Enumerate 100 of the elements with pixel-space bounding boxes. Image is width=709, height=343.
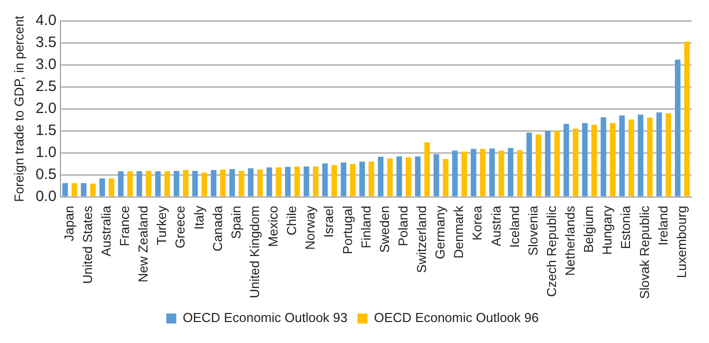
bar [470, 148, 476, 196]
x-tick-label: United Kingdom [246, 206, 262, 298]
bar [127, 171, 133, 196]
bar [517, 150, 523, 196]
bar [136, 171, 142, 196]
bar [164, 171, 170, 196]
bar [72, 183, 78, 196]
bar [276, 167, 282, 196]
x-tick-label: Greece [172, 206, 188, 248]
bar [312, 166, 318, 196]
x-tick-label: Chile [284, 206, 300, 236]
bar [340, 162, 346, 196]
bar [452, 150, 458, 196]
bar [220, 170, 226, 196]
x-tick-label: France [117, 206, 132, 246]
x-tick-label: Austria [488, 205, 504, 246]
bar [610, 122, 616, 196]
y-tick-label: 3.5 [36, 34, 56, 52]
x-tick-label: United States [80, 205, 95, 284]
x-tick-label: Denmark [451, 205, 466, 259]
bar [638, 114, 644, 196]
bar [415, 156, 421, 196]
bar [498, 150, 504, 196]
bar [582, 122, 588, 196]
bar [378, 156, 384, 196]
bar [182, 170, 189, 196]
bar [192, 170, 198, 196]
bar [155, 171, 161, 196]
bar [229, 169, 235, 196]
x-tick-label: Luxembourg [674, 206, 689, 278]
bar [118, 171, 124, 196]
x-tick-label: Belgium [581, 206, 596, 253]
bar [238, 170, 244, 196]
x-tick-label: Australia [98, 205, 114, 256]
x-tick-label: Mexico [266, 206, 281, 247]
x-tick-label: Israel [321, 206, 336, 238]
x-tick-label: Estonia [618, 205, 634, 250]
bar [108, 178, 114, 196]
x-tick-label: Germany [432, 205, 448, 260]
x-tick-label: Korea [470, 205, 485, 240]
bar [210, 170, 216, 196]
bar [387, 158, 393, 196]
bar [174, 170, 180, 196]
bar [461, 152, 467, 196]
bar [508, 148, 514, 196]
y-axis-title: Foreign trade to GDP, in percent [11, 15, 26, 202]
x-tick-label: Turkey [154, 205, 170, 246]
y-tick-label: 4.0 [36, 12, 56, 30]
bar [396, 156, 402, 196]
bar [489, 148, 495, 196]
x-tick-label: Ireland [655, 206, 670, 246]
bar [99, 178, 106, 196]
x-tick-label: Japan [61, 206, 76, 242]
bar [146, 170, 152, 196]
y-tick-label: 0.5 [36, 166, 56, 183]
bar [406, 157, 412, 196]
bar [564, 124, 570, 196]
x-tick-label: Norway [302, 205, 318, 250]
x-tick-label: Poland [395, 206, 410, 246]
bar [80, 183, 86, 196]
x-tick-label: Switzerland [414, 206, 430, 273]
bar [322, 163, 328, 196]
bar [674, 60, 680, 196]
x-tick-label: Portugal [340, 206, 355, 254]
bar [202, 172, 208, 196]
bar [526, 132, 532, 196]
bar [647, 118, 653, 196]
x-tick-label: Finland [358, 206, 374, 248]
y-tick-label: 1.5 [36, 122, 56, 140]
bar [62, 183, 68, 196]
bar [434, 154, 440, 196]
x-tick-label: Sweden [376, 206, 392, 253]
x-tick-label: Iceland [506, 206, 522, 248]
x-tick-label: Spain [228, 206, 244, 240]
bar [442, 158, 448, 196]
bar [480, 148, 486, 196]
bar [266, 167, 272, 196]
bar [257, 170, 263, 196]
y-tick-label: 3.0 [36, 56, 56, 74]
bar [359, 162, 365, 196]
bar [294, 166, 300, 196]
bar [304, 166, 310, 196]
bar [619, 115, 625, 196]
bar [248, 168, 254, 196]
bar [684, 42, 690, 196]
legend-label: OECD Economic Outlook 96 [374, 310, 539, 326]
bar [572, 128, 578, 196]
y-tick-label: 2.0 [36, 100, 56, 118]
y-tick-label: 2.5 [36, 78, 56, 96]
bar [544, 130, 551, 196]
bar [656, 112, 662, 196]
x-tick-label: Italy [191, 205, 206, 230]
y-tick-label: 1.0 [36, 144, 56, 161]
bar [600, 117, 606, 196]
x-tick-label: Czech Republic [544, 205, 559, 297]
bar [554, 130, 560, 196]
y-tick-label: 0.0 [36, 188, 56, 205]
x-tick-label: New Zealand [136, 206, 151, 282]
bar [424, 142, 430, 196]
bar [368, 162, 374, 196]
